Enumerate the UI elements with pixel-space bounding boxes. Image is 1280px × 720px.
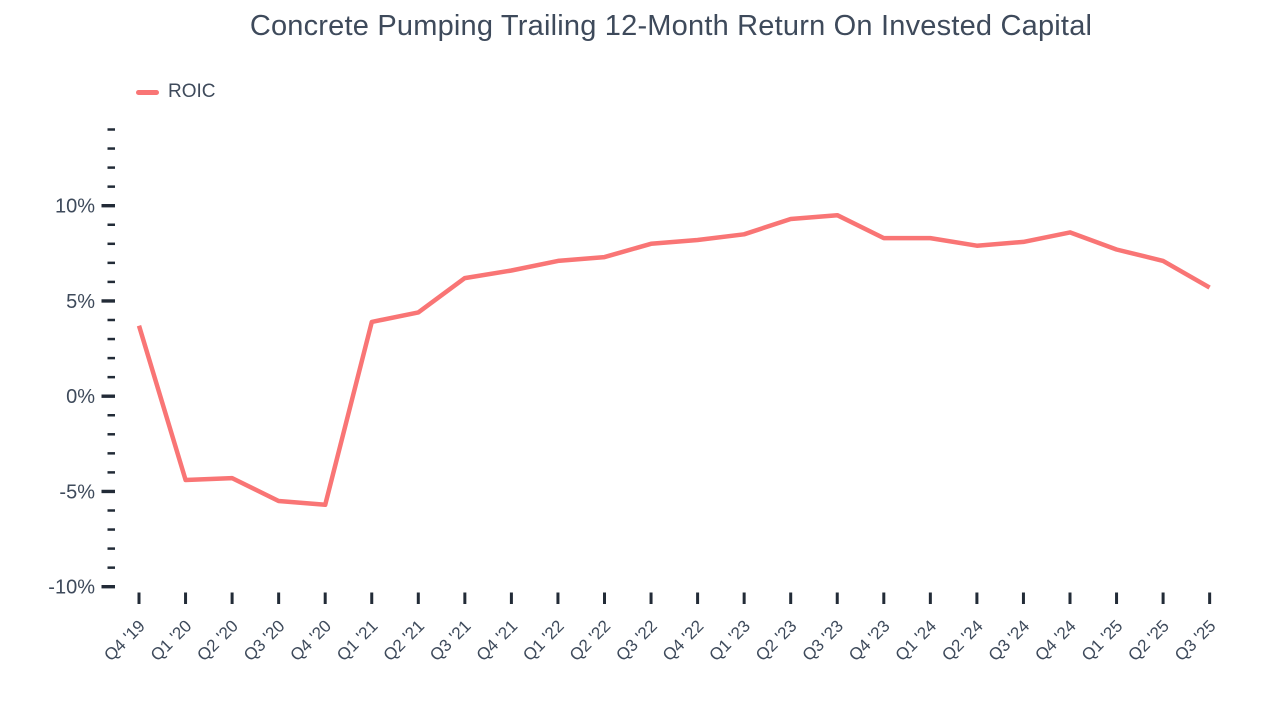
x-axis-tick-label: Q1 '25 [1078, 616, 1126, 664]
x-axis-tick-label: Q2 '21 [380, 616, 428, 664]
y-axis-tick-label: -10% [48, 577, 95, 599]
y-axis-tick-label: 5% [66, 291, 95, 313]
x-axis-tick-label: Q3 '22 [612, 616, 660, 664]
x-axis-tick-label: Q3 '21 [426, 616, 474, 664]
x-axis-tick-label: Q4 '19 [100, 616, 148, 664]
x-axis-tick-label: Q2 '22 [566, 616, 614, 664]
x-axis-tick-label: Q4 '22 [659, 616, 707, 664]
x-axis-tick-label: Q1 '20 [147, 616, 195, 664]
x-axis-tick-label: Q2 '24 [938, 616, 986, 664]
x-axis-tick-label: Q3 '23 [799, 616, 847, 664]
x-axis-tick-label: Q4 '24 [1031, 616, 1079, 664]
x-axis-tick-label: Q1 '23 [705, 616, 753, 664]
x-axis-tick-label: Q2 '20 [193, 616, 241, 664]
x-axis-tick-label: Q2 '25 [1124, 616, 1172, 664]
y-axis-tick-label: 0% [66, 386, 95, 408]
x-axis-tick-label: Q4 '20 [287, 616, 335, 664]
x-axis-tick-label: Q1 '24 [892, 616, 940, 664]
legend-label: ROIC [168, 81, 216, 102]
legend: ROIC [136, 81, 216, 103]
y-axis-tick-label: 10% [55, 196, 95, 218]
x-axis-tick-label: Q1 '21 [333, 616, 381, 664]
x-axis-tick-label: Q3 '24 [985, 616, 1033, 664]
chart-title: Concrete Pumping Trailing 12-Month Retur… [249, 10, 1093, 42]
roic-series-line [136, 212, 1211, 508]
legend-line-swatch [136, 89, 159, 95]
y-axis-tick-label: -5% [59, 481, 95, 503]
x-axis-tick-label: Q3 '25 [1171, 616, 1219, 664]
x-axis-tick-label: Q4 '23 [845, 616, 893, 664]
x-axis-tick-label: Q1 '22 [519, 616, 567, 664]
x-axis-tick-label: Q2 '23 [752, 616, 800, 664]
x-axis-tick-label: Q3 '20 [240, 616, 288, 664]
x-axis-tick-label: Q4 '21 [473, 616, 521, 664]
